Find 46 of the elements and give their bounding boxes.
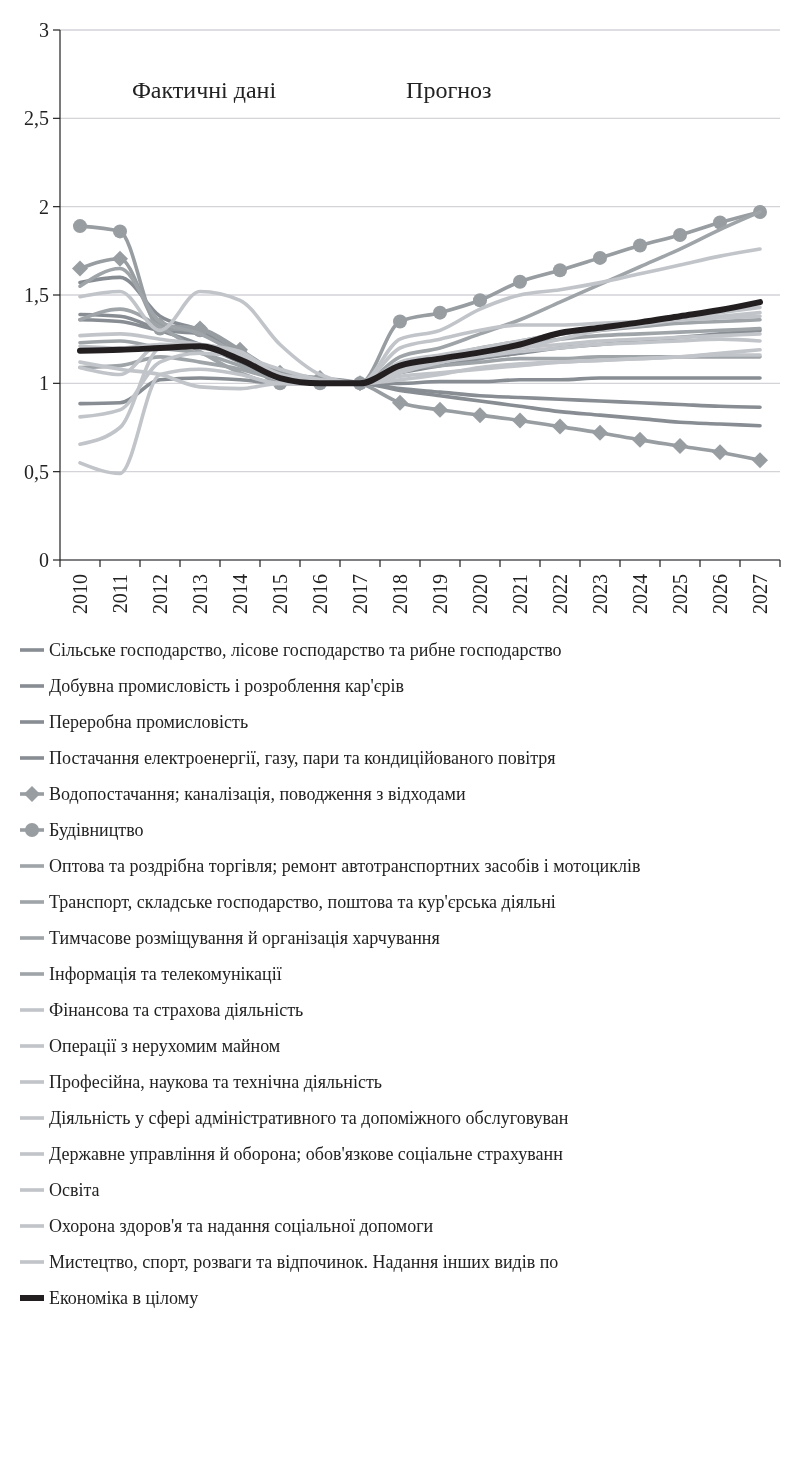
annotation: Прогноз (406, 77, 492, 103)
annotation: Фактичні дані (131, 77, 277, 103)
legend-label: Постачання електроенергії, газу, пари та кондиційованого повітря (49, 748, 556, 768)
x-tick-label: 2011 (109, 574, 131, 614)
y-tick-label: 3 (39, 19, 49, 41)
x-tick-label: 2025 (669, 574, 691, 614)
legend-label: Освіта (49, 1180, 100, 1200)
x-tick-label: 2022 (549, 574, 571, 614)
y-tick-label: 0 (39, 549, 49, 571)
x-tick-label: 2012 (149, 574, 171, 614)
legend-label: Інформація та телекомунікації (49, 964, 282, 984)
x-tick-label: 2015 (269, 574, 291, 614)
x-tick-label: 2013 (189, 574, 211, 614)
x-tick-label: 2010 (69, 574, 91, 614)
y-tick-label: 1 (39, 372, 49, 395)
y-tick-label: 2 (39, 195, 49, 218)
legend-label: Тимчасове розміщування й організація харчування (49, 928, 440, 948)
y-tick-label: 2,5 (24, 107, 49, 130)
x-tick-label: 2014 (229, 574, 251, 614)
legend-label: Економіка в цілому (49, 1288, 199, 1308)
legend-label: Діяльність у сфері адміністративного та допоміжного обслуговуван (49, 1108, 569, 1128)
x-tick-label: 2026 (709, 574, 731, 614)
legend-label: Транспорт, складське господарство, поштова та кур'єрська діяльні (49, 892, 556, 912)
legend-label: Переробна промисловість (49, 712, 249, 732)
legend-label: Будівництво (49, 820, 144, 840)
x-tick-label: 2019 (429, 574, 451, 614)
legend-label: Професійна, наукова та технічна діяльність (49, 1072, 382, 1092)
x-tick-label: 2018 (389, 574, 411, 614)
legend-label: Мистецтво, спорт, розваги та відпочинок. Надання інших видів по (49, 1252, 559, 1272)
x-tick-label: 2020 (469, 574, 491, 614)
x-tick-label: 2017 (349, 574, 371, 614)
x-tick-label: 2021 (509, 574, 531, 614)
legend-label: Операції з нерухомим майном (49, 1036, 281, 1056)
x-tick-label: 2016 (309, 574, 331, 614)
legend-label: Фінансова та страхова діяльність (49, 1000, 304, 1020)
legend-label: Державне управління й оборона; обов'язкове соціальне страхуванн (49, 1144, 564, 1164)
x-tick-label: 2023 (589, 574, 611, 614)
legend-label: Водопостачання; каналізація, поводження з відходами (49, 784, 466, 804)
legend-label: Оптова та роздрібна торгівля; ремонт автотранспортних засобів і мотоциклів (49, 856, 641, 876)
x-tick-label: 2027 (749, 574, 771, 614)
y-tick-label: 0,5 (24, 460, 49, 483)
x-tick-label: 2024 (629, 574, 651, 614)
legend-label: Добувна промисловість і розроблення кар'єрів (49, 676, 404, 696)
legend-label: Охорона здоров'я та надання соціальної допомоги (49, 1216, 434, 1236)
legend-label: Сільське господарство, лісове господарство та рибне господарство (49, 640, 562, 660)
y-tick-label: 1,5 (24, 284, 49, 306)
